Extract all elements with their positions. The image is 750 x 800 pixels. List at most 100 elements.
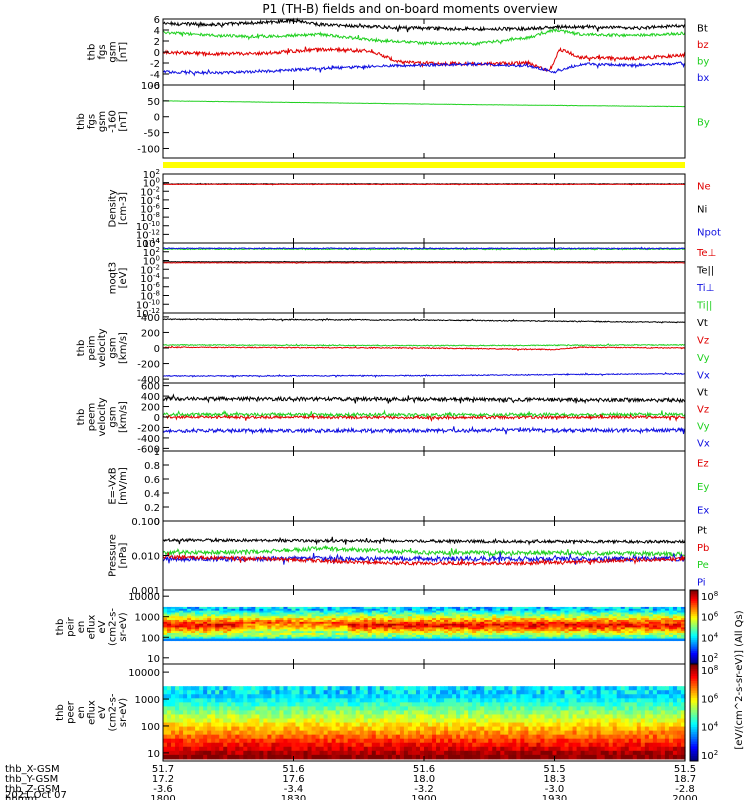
spectrogram-cell: [343, 738, 349, 744]
spectrogram-cell: [664, 608, 670, 612]
panel-6-legend-1: Vz: [697, 405, 709, 416]
spectrogram-cell: [680, 629, 686, 632]
spectrogram-cell: [672, 726, 678, 732]
spectrogram-cell: [331, 746, 337, 752]
spectrogram-cell: [199, 722, 204, 728]
spectrogram-cell: [275, 706, 281, 712]
spectrogram-cell: [632, 702, 638, 707]
spectrogram-cell: [424, 612, 429, 615]
spectrogram-cell: [584, 738, 590, 744]
spectrogram-cell: [275, 631, 281, 634]
spectrogram-cell: [343, 623, 349, 627]
spectrogram-cell: [175, 754, 180, 760]
spectrogram-cell: [375, 730, 381, 736]
spectrogram-cell: [508, 606, 513, 610]
spectrogram-cell: [171, 608, 176, 612]
spectrogram-cell: [612, 634, 618, 638]
spectrogram-cell: [199, 726, 204, 732]
spectrogram-cell: [500, 618, 505, 621]
spectrogram-cell: [343, 627, 349, 630]
spectrogram-cell: [648, 623, 654, 627]
spectrogram-cell: [387, 638, 393, 642]
spectrogram-cell: [504, 718, 509, 724]
spectrogram-cell: [472, 608, 477, 612]
spectrogram-cell: [307, 606, 313, 610]
spectrogram-cell: [520, 606, 525, 610]
spectrogram-cell: [440, 738, 445, 744]
spectrogram-cell: [335, 690, 341, 695]
spectrogram-cell: [371, 614, 377, 617]
spectrogram-cell: [608, 636, 614, 640]
spectrogram-cell: [351, 621, 357, 625]
spectrogram-cell: [191, 718, 196, 724]
panel-4-series-Te⊥: [162, 261, 685, 264]
spectrogram-cell: [163, 610, 168, 614]
spectrogram-cell: [524, 722, 529, 728]
spectrogram-cell: [644, 694, 650, 699]
spectrogram-cell: [411, 690, 417, 695]
spectrogram-cell: [448, 702, 453, 707]
spectrogram-cell: [680, 634, 686, 638]
spectrogram-cell: [528, 610, 534, 614]
spectrogram-cell: [676, 623, 682, 627]
spectrogram-cell: [267, 631, 273, 634]
spectrogram-cell: [512, 754, 517, 760]
spectrogram-cell: [391, 621, 397, 625]
spectrogram-cell: [291, 722, 297, 728]
spectrogram-cell: [363, 629, 369, 632]
spectrogram-cell: [532, 629, 538, 632]
spectrogram-cell: [311, 726, 317, 732]
spectrogram-cell: [203, 742, 208, 748]
spectrogram-cell: [395, 606, 401, 610]
spectrogram-cell: [359, 690, 365, 695]
spectrogram-cell: [191, 606, 196, 610]
spectrogram-cell: [584, 631, 590, 634]
spectrogram-cell: [303, 623, 309, 627]
spectrogram-cell: [504, 610, 509, 614]
spectrogram-cell: [295, 742, 301, 748]
spectrogram-cell: [391, 738, 397, 744]
spectrogram-cell: [600, 618, 606, 621]
spectrogram-cell: [295, 623, 301, 627]
spectrogram-cell: [183, 698, 188, 703]
spectrogram-cell: [271, 742, 277, 748]
spectrogram-cell: [223, 742, 228, 748]
spectrogram-cell: [604, 612, 610, 615]
spectrogram-cell: [391, 627, 397, 630]
spectrogram-cell: [492, 625, 497, 629]
spectrogram-cell: [656, 718, 662, 724]
spectrogram-cell: [584, 638, 590, 642]
spectrogram-cell: [407, 638, 413, 642]
spectrogram-cell: [175, 702, 180, 707]
spectrogram-cell: [219, 610, 224, 614]
spectrogram-cell: [464, 625, 469, 629]
spectrogram-cell: [628, 627, 634, 630]
spectrogram-cell: [616, 754, 622, 760]
spectrogram-cell: [492, 690, 497, 695]
spectrogram-cell: [399, 702, 405, 707]
spectrogram-cell: [520, 616, 525, 619]
panel-5-series-Vx: [162, 371, 686, 379]
spectrogram-cell: [335, 616, 341, 619]
spectrogram-cell: [295, 629, 301, 632]
spectrogram-cell: [612, 633, 618, 636]
spectrogram-cell: [219, 702, 224, 707]
spectrogram-cell: [596, 694, 602, 699]
spectrogram-cell: [436, 612, 441, 615]
spectrogram-cell: [608, 754, 614, 760]
spectrogram-cell: [456, 754, 461, 760]
spectrogram-cell: [480, 612, 485, 615]
spectrogram-cell: [520, 612, 525, 615]
spectrogram-cell: [648, 633, 654, 636]
spectrogram-cell: [484, 623, 489, 627]
spectrogram-cell: [576, 616, 582, 619]
spectrogram-cell: [512, 619, 517, 623]
spectrogram-cell: [255, 619, 260, 623]
spectrogram-cell: [211, 722, 216, 728]
spectrogram-cell: [283, 618, 289, 621]
spectrogram-cell: [660, 631, 666, 634]
spectrogram-cell: [391, 686, 397, 691]
spectrogram-cell: [355, 606, 361, 610]
spectrogram-cell: [327, 694, 333, 699]
spectrogram-cell: [379, 742, 385, 748]
